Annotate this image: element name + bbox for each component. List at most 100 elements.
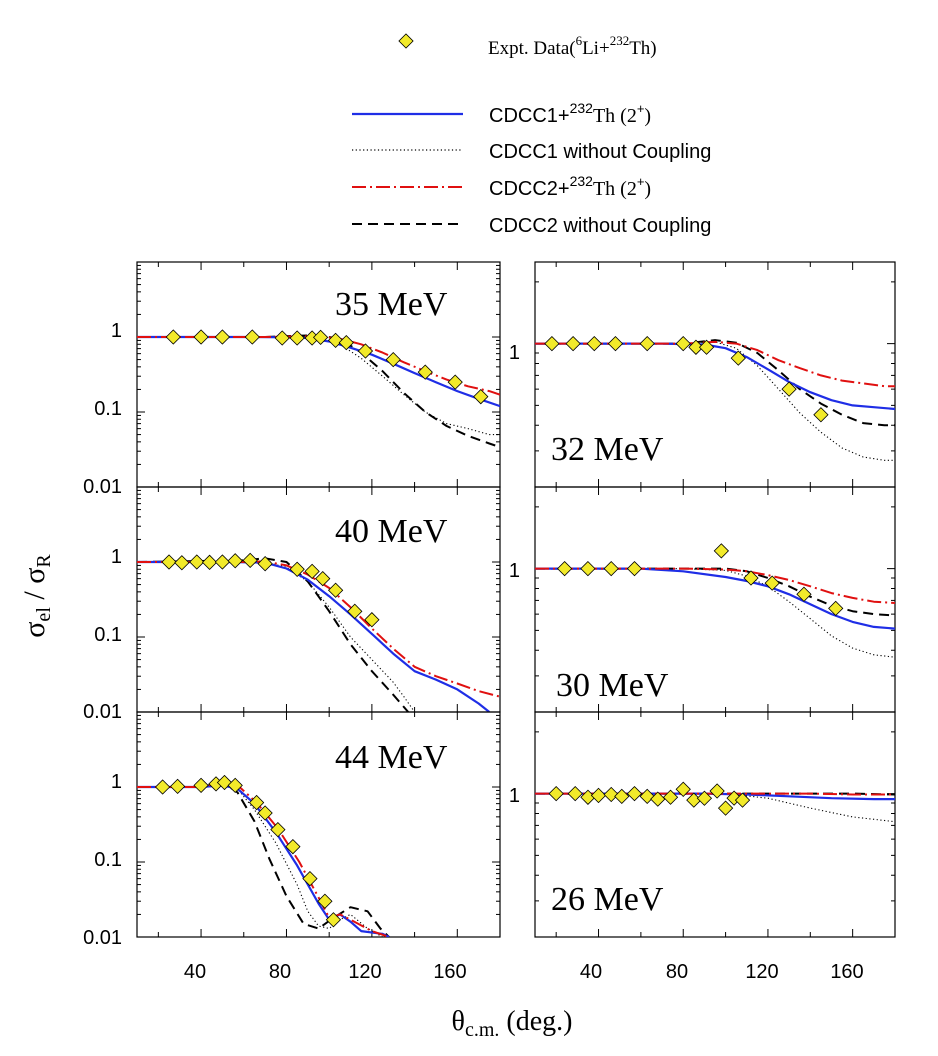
expt-data-point [473,389,489,405]
expt-data-point [161,554,177,570]
panel-frame [136,711,501,938]
expt-data-point [327,332,344,349]
expt-data-point [614,788,630,804]
expt-data-point [201,554,218,570]
expt-data-point [764,575,780,591]
expt-data-point [193,329,209,345]
curves [535,567,895,658]
y-tick-label: 0.1 [94,849,122,871]
panel-label-32: 32 MeV [551,431,664,468]
y-tick-label: 0.1 [94,624,122,646]
series-cdcc2-nc-line [137,334,500,449]
expt-data-point [650,791,666,807]
expt-data-point [743,570,759,586]
expt-data-point [662,789,679,805]
panel-label-35: 35 MeV [335,286,448,323]
expt-data-point [447,374,463,390]
panel-40-mev [136,486,501,713]
expt-data-point [603,561,619,577]
expt-data-point [688,339,704,355]
expt-data-point [338,335,354,351]
curves [137,781,390,937]
expt-data-point [189,554,205,570]
expt-data-point [169,778,186,794]
series-cdcc1-line [535,342,895,411]
expt-data-point [828,600,844,617]
legend-expt-label: Expt. Data(6Li+232Th) [488,33,657,59]
panels [136,261,896,938]
expt-data-point [580,561,596,577]
y-tick-label: 1 [111,320,122,342]
expt-data-point [289,330,305,346]
expt-data-point [603,786,619,803]
series-cdcc2-nc-line [137,557,409,712]
expt-data-point [165,329,181,345]
series-cdcc2-line [137,335,500,396]
y-tick-label: 1 [509,560,520,582]
expt-data-point [709,783,725,799]
expt-data-point [626,561,643,577]
expt-data-point [730,350,746,366]
panel-label-40: 40 MeV [335,513,448,550]
legend-cdcc2-label: CDCC2+232Th (2+) [489,173,651,200]
expt-data-point [304,563,320,580]
expt-data-point [347,603,363,619]
expt-data-point [713,543,729,559]
legend-expt-marker [398,33,414,49]
panel-30-mev [534,486,896,713]
expt-data-point [154,779,171,795]
expt-data-point [639,336,655,352]
expt-data-point [274,330,290,346]
series-cdcc1-line [137,335,500,408]
y-tick-label: 1 [509,342,520,364]
panel-26-mev [534,711,896,938]
expt-data-point [174,555,190,571]
x-tick-labels-left: 40 80 120 160 [184,961,467,983]
expt-data-point [734,792,751,808]
expt-data-point [315,570,331,587]
expt-data-point [302,870,318,887]
expt-data-point [193,777,209,794]
legend-cdcc2-nc-label: CDCC2 without Coupling [489,215,711,237]
expt-data-point [327,582,344,598]
panel-label-44: 44 MeV [335,739,448,776]
panel-32-mev [534,261,896,488]
expt-data-point [257,556,273,572]
y-tick-labels-left: 1 0.1 0.01 1 0.1 0.01 1 0.1 0.01 [83,320,122,949]
expt-data-point [580,789,596,805]
expt-data-point [696,790,713,806]
expt-data-point [686,792,702,808]
series-cdcc2-line [535,792,895,796]
expt-data-point [227,553,243,569]
expt-data-point [626,786,643,802]
panel-44-mev [136,711,501,938]
expt-data-point [590,787,607,804]
y-tick-label: 1 [111,771,122,793]
x-tick-label: 40 [184,961,206,983]
x-tick-label: 80 [666,961,688,983]
expt-data-point [675,336,691,352]
expt-data-point [586,335,602,352]
expt-data-point [567,786,583,802]
series-cdcc2-line [535,340,895,388]
x-tick-label: 120 [348,961,381,983]
y-tick-label: 1 [509,785,520,807]
expt-data-point [248,794,265,811]
expt-data-point [325,912,342,928]
series-cdcc2-nc-line [137,781,390,937]
y-tick-label: 0.1 [94,398,122,420]
panel-label-26: 26 MeV [551,881,664,918]
legend-cdcc1-label: CDCC1+232Th (2+) [489,100,651,127]
expt-data-point [289,561,305,577]
x-tick-label: 160 [830,961,863,983]
expt-data-point [417,364,433,380]
series-cdcc1-nc-line [535,568,895,658]
y-tick-label: 1 [111,546,122,568]
x-axis-label: θc.m. (deg.) [452,1006,573,1041]
expt-data-point [813,407,829,423]
expt-data-point [312,329,329,345]
expt-data-point [242,552,258,569]
x-tick-label: 80 [269,961,291,983]
curves [137,334,500,449]
expt-data-point [607,335,624,352]
